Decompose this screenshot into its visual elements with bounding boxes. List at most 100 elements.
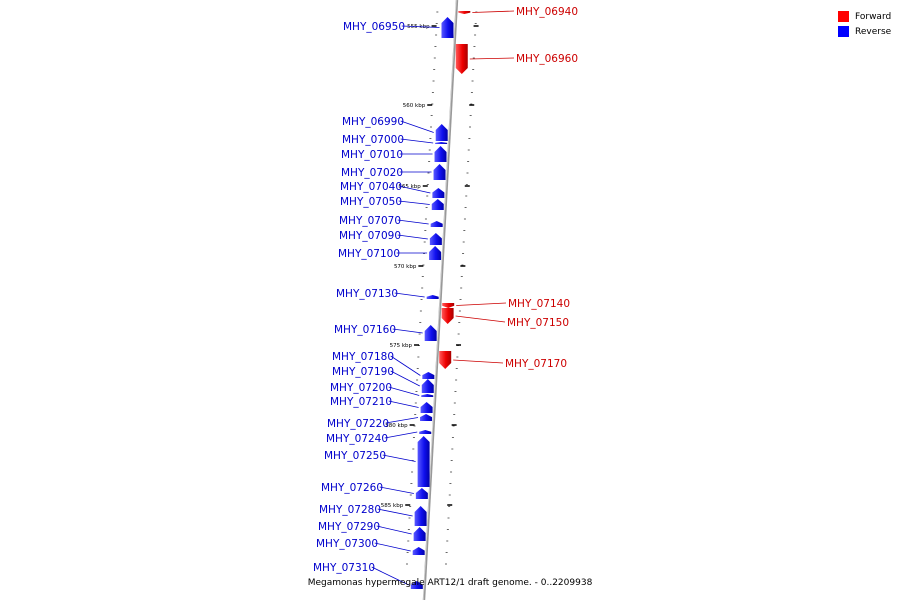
gene-leader-line [371,566,409,586]
gene-feature-mhy-07290[interactable] [413,527,426,541]
gene-label-mhy-07070[interactable]: MHY_07070 [339,215,401,227]
gene-label-mhy-07150[interactable]: MHY_07150 [507,317,569,329]
gene-feature-mhy-07160[interactable] [424,325,437,341]
gene-leader-line [385,417,419,424]
scale-label: 570 kbp [394,264,417,270]
gene-feature-mhy-07020[interactable] [433,164,446,180]
scale-label: 575 kbp [390,343,413,349]
gene-label-mhy-07190[interactable]: MHY_07190 [332,366,394,378]
gene-feature-mhy-06940[interactable] [458,11,471,14]
legend-swatch-reverse [838,26,849,37]
gene-label-mhy-06990[interactable]: MHY_06990 [342,116,404,128]
gene-label-mhy-07220[interactable]: MHY_07220 [327,418,389,430]
gene-leader-line [377,508,413,517]
gene-leader-line [397,219,429,225]
genome-caption: Megamonas hypermegale ART12/1 draft geno… [307,578,593,588]
gene-leader-line [400,120,434,133]
gene-feature-mhy-07260[interactable] [415,488,428,499]
gene-leader-line [397,234,428,240]
gene-feature-mhy-06950[interactable] [441,17,454,38]
gene-leader-line [469,57,515,60]
legend: Forward Reverse [838,9,891,39]
gene-feature-mhy-07100[interactable] [429,246,442,260]
gene-feature-mhy-07300[interactable] [412,547,425,555]
gene-label-mhy-07140[interactable]: MHY_07140 [508,298,570,310]
gene-leader-line [394,292,425,298]
gene-feature-mhy-07200[interactable] [421,394,434,397]
gene-label-mhy-06960[interactable]: MHY_06960 [516,53,578,65]
gene-feature-mhy-07130[interactable] [426,295,439,299]
gene-feature-mhy-07250[interactable] [417,436,430,487]
legend-item-forward: Forward [838,9,891,24]
genome-backbone [422,0,459,600]
scale-label: 560 kbp [403,103,426,109]
gene-feature-mhy-06960[interactable] [455,44,468,74]
gene-label-mhy-07290[interactable]: MHY_07290 [318,521,380,533]
gene-leader-line [388,386,420,396]
gene-leader-line [384,431,418,439]
gene-label-mhy-07050[interactable]: MHY_07050 [340,196,402,208]
scale-label: 580 kbp [385,423,408,429]
gene-label-mhy-07090[interactable]: MHY_07090 [339,230,401,242]
gene-leader-line [374,542,411,552]
gene-label-mhy-07000[interactable]: MHY_07000 [342,134,404,146]
gene-leader-line [453,359,504,364]
gene-feature-mhy-07140[interactable] [442,303,455,308]
legend-label-forward: Forward [855,11,892,22]
scale-label: 585 kbp [381,503,404,509]
gene-feature-mhy-07070[interactable] [430,221,443,227]
gene-leader-line [400,138,434,144]
legend-swatch-forward [838,11,849,22]
gene-leader-line [376,525,412,535]
legend-item-reverse: Reverse [838,24,891,39]
gene-feature-mhy-07310[interactable] [410,581,423,589]
gene-label-mhy-07010[interactable]: MHY_07010 [341,149,403,161]
gene-features [410,11,471,589]
gene-label-mhy-07040[interactable]: MHY_07040 [340,181,402,193]
gene-leader-line [382,454,416,462]
gene-label-mhy-06940[interactable]: MHY_06940 [516,6,578,18]
gene-feature-mhy-07220[interactable] [420,414,433,421]
gene-feature-mhy-07040[interactable] [432,188,445,198]
gene-label-mhy-07130[interactable]: MHY_07130 [336,288,398,300]
gene-feature-mhy-07170[interactable] [439,351,452,369]
gene-feature-mhy-07050[interactable] [431,199,444,210]
gene-feature-mhy-06990[interactable] [435,124,448,141]
gene-feature-mhy-07010[interactable] [434,146,447,162]
gene-leader-line [388,400,419,408]
gene-leader-line [379,486,414,494]
gene-label-mhy-07240[interactable]: MHY_07240 [326,433,388,445]
gene-feature-mhy-07090[interactable] [429,233,442,245]
gene-label-mhy-07310[interactable]: MHY_07310 [313,562,375,574]
gene-leader-line [390,370,420,387]
gene-leader-line [472,10,515,13]
gene-feature-mhy-07240[interactable] [419,430,432,434]
gene-label-mhy-07250[interactable]: MHY_07250 [324,450,386,462]
gene-label-mhy-07280[interactable]: MHY_07280 [319,504,381,516]
gene-feature-mhy-07280[interactable] [414,506,427,526]
gene-leader-line [398,200,430,205]
genome-backbone-highlight [423,0,457,600]
gene-leader-line [390,355,421,376]
gene-label-mhy-07200[interactable]: MHY_07200 [330,382,392,394]
gene-labels: MHY_06940 MHY_06950 MHY_06960 MHY_06990 MHY_… [313,6,578,586]
gene-feature-mhy-07210[interactable] [420,402,433,413]
gene-label-mhy-07180[interactable]: MHY_07180 [332,351,394,363]
gene-label-mhy-07020[interactable]: MHY_07020 [341,167,403,179]
gene-label-mhy-07300[interactable]: MHY_07300 [316,538,378,550]
gene-feature-mhy-07000[interactable] [435,142,448,144]
gene-label-mhy-07260[interactable]: MHY_07260 [321,482,383,494]
legend-label-reverse: Reverse [855,26,892,37]
gene-label-mhy-07170[interactable]: MHY_07170 [505,358,567,370]
gene-feature-mhy-07190[interactable] [421,379,434,393]
gene-leader-line [392,328,423,334]
gene-feature-mhy-07180[interactable] [422,372,435,379]
gene-label-mhy-07210[interactable]: MHY_07210 [330,396,392,408]
gene-label-mhy-07160[interactable]: MHY_07160 [334,324,396,336]
gene-leader-line [398,185,431,194]
gene-label-mhy-06950[interactable]: MHY_06950 [343,21,405,33]
gene-leader-line [455,315,506,323]
gene-label-mhy-07100[interactable]: MHY_07100 [338,248,400,260]
gene-feature-mhy-07150[interactable] [441,308,454,324]
